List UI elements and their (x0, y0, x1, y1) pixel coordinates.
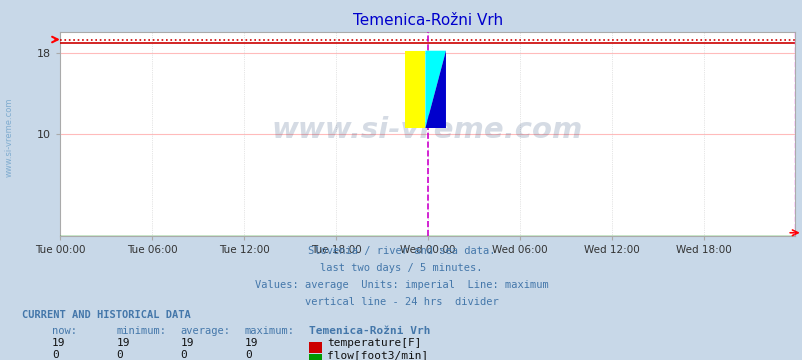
Polygon shape (425, 51, 445, 128)
Text: 19: 19 (245, 338, 258, 348)
Text: 19: 19 (180, 338, 194, 348)
Text: www.si-vreme.com: www.si-vreme.com (272, 116, 582, 144)
Text: now:: now: (52, 326, 77, 336)
Text: CURRENT AND HISTORICAL DATA: CURRENT AND HISTORICAL DATA (22, 310, 191, 320)
Title: Temenica-Rožni Vrh: Temenica-Rožni Vrh (352, 13, 502, 28)
Text: 0: 0 (245, 350, 251, 360)
Text: Slovenia / river and sea data.: Slovenia / river and sea data. (307, 246, 495, 256)
Text: Values: average  Units: imperial  Line: maximum: Values: average Units: imperial Line: ma… (254, 280, 548, 290)
Text: 19: 19 (116, 338, 130, 348)
Text: flow[foot3/min]: flow[foot3/min] (326, 350, 427, 360)
Text: 0: 0 (116, 350, 123, 360)
Text: 0: 0 (52, 350, 59, 360)
Text: minimum:: minimum: (116, 326, 166, 336)
Bar (404, 51, 425, 128)
Text: Temenica-Rožni Vrh: Temenica-Rožni Vrh (309, 326, 430, 336)
Text: www.si-vreme.com: www.si-vreme.com (5, 97, 14, 176)
Text: 0: 0 (180, 350, 187, 360)
Text: average:: average: (180, 326, 230, 336)
Text: temperature[F]: temperature[F] (326, 338, 421, 348)
Text: maximum:: maximum: (245, 326, 294, 336)
Text: last two days / 5 minutes.: last two days / 5 minutes. (320, 263, 482, 273)
Text: 19: 19 (52, 338, 66, 348)
Polygon shape (425, 51, 445, 128)
Text: vertical line - 24 hrs  divider: vertical line - 24 hrs divider (304, 297, 498, 307)
